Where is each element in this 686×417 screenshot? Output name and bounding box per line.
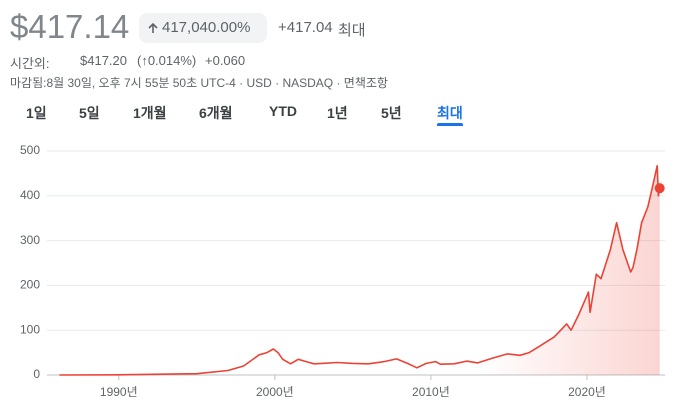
change-amount: +417.04 bbox=[278, 19, 333, 36]
after-hours-price: $417.20 bbox=[80, 53, 127, 68]
price-line bbox=[59, 165, 661, 376]
closing-info: 마감됨:8월 30일, 오후 7시 55분 50초 UTC-4 · USD · … bbox=[10, 76, 388, 90]
x-tick-label: 2000년 bbox=[256, 385, 294, 399]
y-tick-label: 400 bbox=[20, 188, 40, 202]
last-point bbox=[654, 183, 665, 194]
tab-selected[interactable]: 최대 bbox=[437, 105, 463, 121]
tab[interactable]: 6개월 bbox=[199, 105, 233, 121]
change-chip bbox=[139, 13, 267, 43]
tab[interactable]: 5일 bbox=[79, 105, 100, 121]
up-arrow bbox=[148, 22, 158, 33]
tab-underline bbox=[437, 123, 463, 126]
change-percent: 417,040.00% bbox=[162, 19, 251, 36]
tab[interactable]: 1일 bbox=[26, 105, 47, 121]
tab[interactable]: 1개월 bbox=[133, 105, 167, 121]
after-hours-percent: (↑0.014%) bbox=[137, 53, 197, 68]
x-tick-label: 1990년 bbox=[100, 385, 138, 399]
tab[interactable]: YTD bbox=[269, 103, 297, 119]
price: $417.14 bbox=[10, 8, 130, 45]
y-tick-label: 100 bbox=[20, 322, 40, 336]
after-hours-change: +0.060 bbox=[205, 53, 246, 68]
after-hours-label: 시간외: bbox=[10, 56, 50, 71]
tab[interactable]: 1년 bbox=[327, 105, 348, 121]
area-fill bbox=[59, 165, 660, 375]
y-tick-label: 0 bbox=[33, 367, 40, 381]
x-tick-label: 2020년 bbox=[568, 385, 606, 399]
tab[interactable]: 5년 bbox=[381, 105, 402, 121]
x-tick-label: 2010년 bbox=[412, 385, 450, 399]
y-tick-label: 200 bbox=[20, 278, 40, 292]
y-tick-label: 300 bbox=[20, 233, 40, 247]
y-tick-label: 500 bbox=[20, 143, 40, 157]
period-label: 최대 bbox=[338, 22, 366, 39]
